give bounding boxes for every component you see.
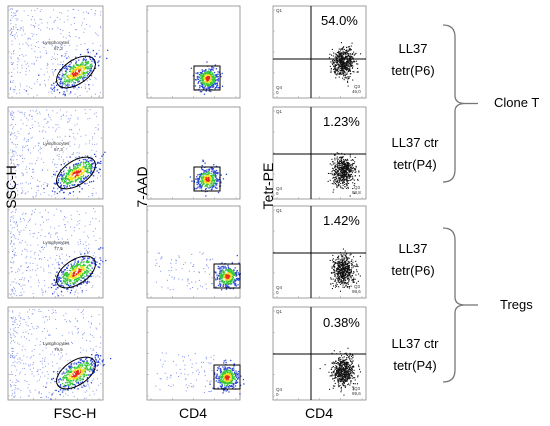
live-cell-gate (213, 263, 241, 289)
quadrant-label-q4: Q4 (276, 285, 283, 290)
sample-label-row2-line2: tetr(P4) (393, 157, 437, 172)
quadrant-label-q4: Q4 (276, 85, 283, 90)
panel-tetr-row2 (272, 106, 367, 200)
quadrant-label-q3: Q3 (354, 84, 361, 89)
y-axis-title-7aad: 7-AAD (134, 166, 150, 208)
quadrant-value-q3: 46,0 (352, 89, 361, 94)
q2-percent-row2: 1.23% (323, 114, 360, 129)
quadrant-value-q3: 98,8 (352, 190, 361, 195)
quadrant-value-q4: 0 (276, 290, 279, 295)
quadrant-value-q4: 0 (276, 392, 279, 397)
group-label-clone-t: Clone T (494, 95, 540, 110)
quadrant-value-q4: 0 (276, 191, 279, 196)
quadrant-label-q1: Q1 (276, 309, 283, 314)
sample-label-row4-line2: tetr(P4) (393, 358, 437, 373)
sample-label-row1-line2: tetr(P6) (391, 63, 435, 78)
sample-label-row3-line1: LL37 (398, 241, 428, 256)
panel-scatter-row4 (7, 306, 112, 401)
q2-percent-row3: 1.42% (323, 213, 360, 228)
panel-frame (272, 205, 367, 299)
quadrant-value-q3: 99,6 (352, 391, 361, 396)
lymphocyte-gate (56, 356, 96, 390)
q2-percent-row1: 54.0% (321, 13, 358, 28)
quadrant-label-q1: Q1 (276, 109, 283, 114)
quadrant-label-q1: Q1 (276, 8, 283, 13)
x-axis-title-cd4-middle: CD4 (178, 405, 207, 421)
gate-value-label: 79,5 (54, 347, 63, 352)
sample-label-row4: LL37 ctr tetr(P4) (374, 333, 456, 377)
quadrant-value-q4: 0 (276, 90, 279, 95)
x-axis-title-fsc: FSC-H (53, 405, 97, 421)
live-cell-gate (193, 166, 221, 192)
panel-tetr-row3 (272, 205, 367, 299)
y-axis-title-ssc: SSC-H (3, 165, 19, 209)
sample-label-row2: LL37 ctr tetr(P4) (374, 132, 456, 176)
quadrant-label-q3: Q3 (354, 284, 361, 289)
gate-value-label: 67,3 (54, 147, 63, 152)
gate-name-label: Lymphocytes (43, 40, 70, 45)
panel-scatter-row1 (7, 5, 109, 99)
live-cell-gate (193, 65, 221, 91)
panel-7aad-row1 (146, 5, 241, 99)
quadrant-value-q3: 98,6 (352, 289, 361, 294)
sample-label-row1-line1: LL37 (398, 41, 428, 56)
quadrant-label-q3: Q3 (354, 386, 361, 391)
gate-name-label: Lymphocytes (43, 240, 70, 245)
quadrant-label-q4: Q4 (276, 186, 283, 191)
lymphocyte-gate (56, 55, 96, 89)
sample-label-row4-line1: LL37 ctr (391, 336, 439, 351)
quadrant-label-q3: Q3 (354, 185, 361, 190)
sample-label-row1: LL37 tetr(P6) (372, 38, 454, 82)
panel-tetr-row1 (272, 5, 367, 99)
x-axis-title-cd4-right: CD4 (304, 405, 333, 421)
sample-label-row3-line2: tetr(P6) (391, 263, 435, 278)
panel-tetr-row4 (272, 306, 367, 401)
sample-label-row3: LL37 tetr(P6) (372, 238, 454, 282)
sample-label-row2-line1: LL37 ctr (391, 135, 439, 150)
y-axis-title-tetr-pe: Tetr-PE (260, 162, 276, 210)
gate-value-label: 67,3 (54, 46, 63, 51)
panel-scatter-row2 (7, 106, 106, 200)
quadrant-label-q4: Q4 (276, 387, 283, 392)
lymphocyte-gate (56, 255, 96, 289)
gate-name-label: Lymphocytes (43, 141, 70, 146)
panel-7aad-row2 (146, 106, 241, 200)
gate-name-label: Lymphocytes (43, 341, 70, 346)
panel-7aad-row3 (146, 205, 241, 299)
lymphocyte-gate (56, 156, 96, 190)
panel-scatter-row3 (7, 205, 107, 299)
live-cell-gate (213, 364, 241, 390)
group-label-tregs: Tregs (500, 297, 533, 312)
gate-value-label: 77,5 (54, 246, 63, 251)
quadrant-label-q1: Q1 (276, 208, 283, 213)
panel-7aad-row4 (146, 306, 245, 401)
q2-percent-row4: 0.38% (323, 315, 360, 330)
